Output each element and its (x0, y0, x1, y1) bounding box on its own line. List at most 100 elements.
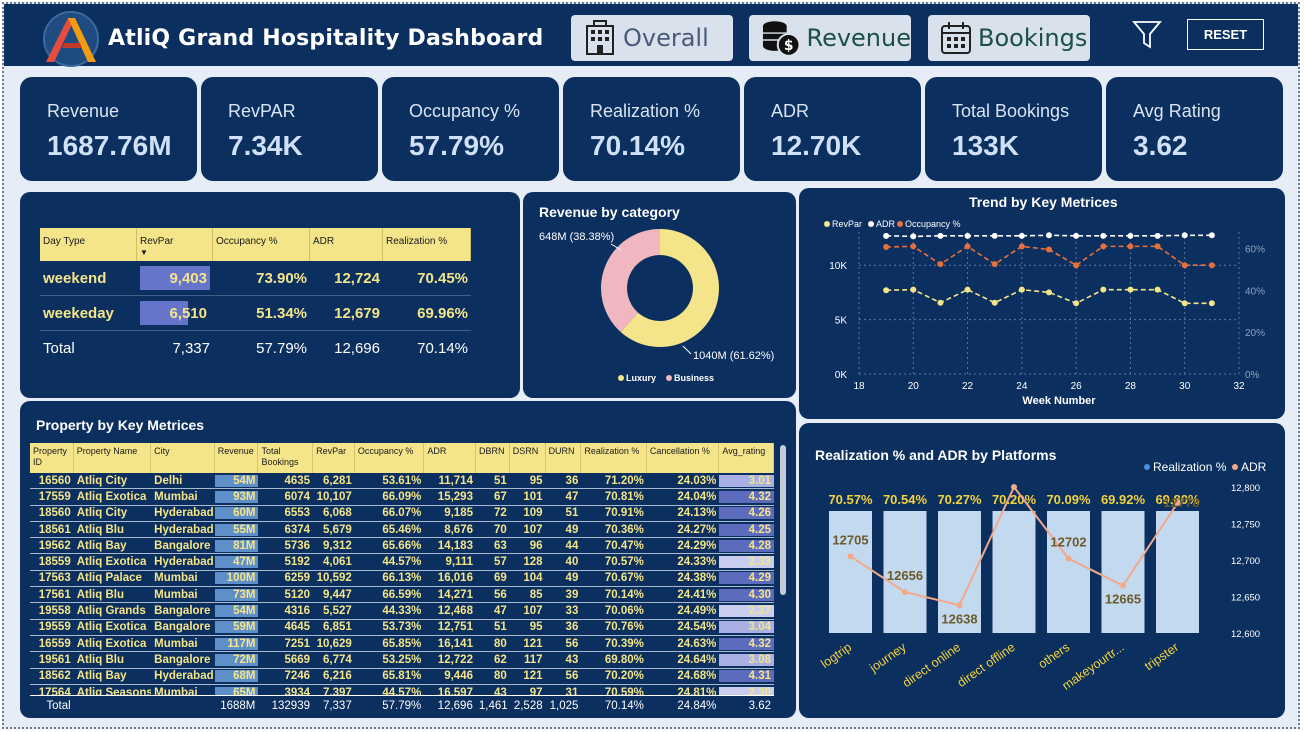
data-point[interactable] (964, 232, 971, 239)
table-row[interactable]: 18562 Atliq Bay Hyderabad 68M 7246 6,216 65.81… (30, 669, 774, 685)
data-point[interactable] (937, 261, 944, 268)
table-row[interactable]: 19562 Atliq Bay Bangalore 81M 5736 9,312 65.66… (30, 538, 774, 555)
data-point[interactable] (1208, 300, 1215, 307)
data-point[interactable] (964, 286, 971, 293)
column-header[interactable]: Avg_rating (719, 443, 775, 473)
kpi-label: Realization % (590, 101, 701, 121)
column-header[interactable]: Total Bookings (258, 443, 314, 473)
data-point[interactable] (1127, 286, 1134, 293)
property-table-scrollbar[interactable] (779, 443, 787, 703)
data-point[interactable] (1181, 262, 1188, 269)
table-row[interactable]: 18561 Atliq Blu Hyderabad 55M 6374 5,679 65.46… (30, 522, 774, 539)
data-point[interactable] (1046, 232, 1052, 239)
data-point[interactable] (883, 243, 890, 250)
column-header[interactable]: DURN (546, 443, 582, 473)
platform-bar[interactable] (829, 511, 872, 633)
data-point[interactable] (1127, 243, 1134, 250)
data-point[interactable] (1073, 262, 1080, 269)
data-point[interactable] (1046, 289, 1052, 296)
table-cell: 101 (523, 490, 543, 503)
column-header[interactable]: Property ID (30, 443, 74, 473)
data-point[interactable] (1018, 243, 1025, 250)
table-row[interactable]: 17564 Atliq Seasons Mumbai 65M 3934 7,397 44.5… (30, 685, 774, 695)
column-header[interactable]: Cancellation % (647, 443, 720, 473)
column-header[interactable]: ADR (310, 228, 383, 261)
column-header[interactable]: Realization % (383, 228, 471, 261)
platform-bar[interactable] (1101, 511, 1145, 633)
column-header[interactable]: ADR (424, 443, 476, 473)
column-header[interactable]: Day Type (40, 228, 137, 261)
data-point[interactable] (1065, 555, 1072, 562)
column-header[interactable]: Realization % (581, 443, 647, 473)
data-point[interactable] (1100, 243, 1107, 250)
table-row[interactable]: weekeday 6,510 51.34% 12,679 69.96% (40, 296, 471, 331)
data-point[interactable] (1011, 484, 1017, 490)
table-row[interactable]: 18559 Atliq Exotica Hyderabad 47M 5192 4,061 4… (30, 554, 774, 571)
column-header[interactable]: City (151, 443, 215, 473)
reset-button[interactable]: RESET (1187, 19, 1264, 50)
data-point[interactable] (1018, 232, 1025, 239)
table-row[interactable]: 17561 Atliq Blu Mumbai 73M 5120 9,447 66.59% 14… (30, 587, 774, 604)
table-cell: 70.06% (604, 605, 644, 618)
data-point[interactable] (910, 233, 917, 240)
data-point[interactable] (910, 286, 917, 293)
column-header[interactable]: DSRN (510, 443, 546, 473)
table-row[interactable]: 19559 Atliq Exotica Bangalore 59M 4645 6,851 5… (30, 620, 774, 636)
data-point[interactable] (1073, 300, 1080, 307)
platform-bar[interactable] (883, 511, 927, 633)
data-point[interactable] (956, 602, 963, 609)
data-point[interactable] (1100, 232, 1107, 239)
data-point[interactable] (883, 287, 890, 294)
data-point[interactable] (1154, 286, 1161, 293)
data-point[interactable] (910, 243, 917, 250)
data-point[interactable] (1208, 232, 1215, 239)
data-point[interactable] (991, 261, 998, 268)
table-row[interactable]: 18560 Atliq City Hyderabad 60M 6553 6,068 66.0… (30, 506, 774, 522)
data-point[interactable] (1181, 232, 1188, 239)
data-point[interactable] (902, 589, 908, 596)
platform-bar[interactable] (1156, 511, 1199, 633)
table-row[interactable]: 17559 Atliq Exotica Mumbai 93M 6074 10,107 66.… (30, 489, 774, 506)
data-point[interactable] (1127, 232, 1134, 239)
total-cell: 1,025 (549, 699, 579, 712)
data-point[interactable] (1154, 232, 1161, 239)
table-row[interactable]: 19561 Atliq Blu Bangalore 72M 5669 6,774 53.25… (30, 652, 774, 669)
column-header[interactable]: Occupancy % (213, 228, 310, 261)
nav-bookings-button[interactable]: Bookings (928, 15, 1090, 61)
column-header[interactable]: DBRN (476, 443, 510, 473)
column-header[interactable]: Revenue (215, 443, 259, 473)
column-header[interactable]: Property Name (74, 443, 152, 473)
donut-slice-business[interactable] (601, 229, 660, 332)
data-point[interactable] (1154, 243, 1161, 250)
data-point[interactable] (991, 232, 998, 239)
nav-revenue-button[interactable]: $ Revenue (749, 15, 911, 61)
platform-bar[interactable] (1047, 511, 1090, 633)
data-point[interactable] (964, 243, 971, 250)
data-point[interactable] (1208, 262, 1215, 269)
column-header[interactable]: Occupancy % (355, 443, 425, 473)
filter-icon[interactable] (1132, 20, 1162, 50)
table-row[interactable]: 17563 Atliq Palace Mumbai 100M 6259 10,592 66.… (30, 571, 774, 588)
column-header[interactable]: RevPar (313, 443, 355, 473)
platform-bar[interactable] (992, 511, 1036, 633)
table-row[interactable]: 16560 Atliq City Delhi 54M 4635 6,281 53.61% 11… (30, 473, 774, 490)
table-row[interactable]: 16559 Atliq Exotica Mumbai 117M 7251 10,629 65… (30, 636, 774, 653)
data-point[interactable] (1018, 286, 1025, 293)
data-point[interactable] (991, 299, 998, 306)
data-point[interactable] (883, 232, 890, 239)
data-point[interactable] (937, 232, 944, 239)
data-point[interactable] (1181, 300, 1188, 307)
data-point[interactable] (1046, 246, 1052, 253)
table-row[interactable]: 19558 Atliq Grands Bangalore 54M 4316 5,527 44… (30, 603, 774, 620)
table-row[interactable]: weekend 9,403 73.90% 12,724 70.45% (40, 261, 471, 296)
data-point[interactable] (847, 553, 854, 560)
data-point[interactable] (1120, 582, 1126, 589)
scrollbar-thumb[interactable] (780, 445, 786, 595)
nav-overall-button[interactable]: Overall (571, 15, 733, 61)
data-point[interactable] (1100, 286, 1107, 293)
column-header[interactable]: RevPar ▼ (137, 228, 213, 261)
donut-slice-luxury[interactable] (620, 229, 719, 347)
data-point[interactable] (937, 299, 944, 306)
data-point[interactable] (1174, 500, 1181, 507)
data-point[interactable] (1073, 232, 1080, 239)
